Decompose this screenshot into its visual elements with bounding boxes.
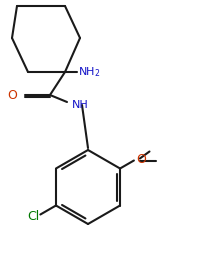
Text: O: O — [136, 153, 146, 166]
Text: NH: NH — [72, 100, 89, 110]
Text: NH$_2$: NH$_2$ — [78, 65, 101, 79]
Text: Cl: Cl — [27, 210, 39, 223]
Text: O: O — [7, 88, 17, 101]
